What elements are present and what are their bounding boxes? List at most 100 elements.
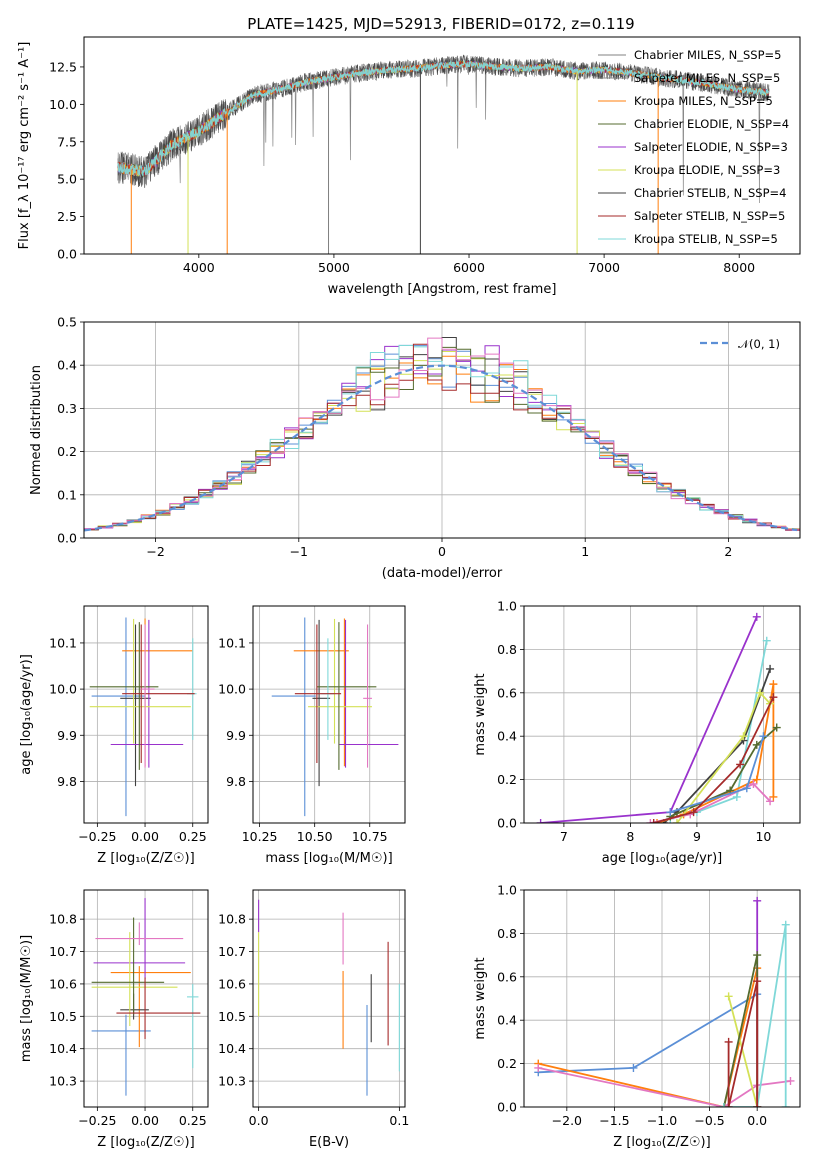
age-vs-mass-xlabel: mass [log₁₀(M/M☉)] xyxy=(265,851,392,866)
age-vs-mass-axes: 10.25 10.50 10.75 9.8 9.9 10.0 10.1 mass [log₁₀… xyxy=(218,606,405,866)
mass-weight-vs-Z-series-4 xyxy=(727,996,759,1107)
age-vs-Z-xlabel: Z [log₁₀(Z/Z☉)] xyxy=(97,851,194,866)
mass-weight-vs-age-marker-3-3 xyxy=(769,680,778,689)
mass-weight-vs-Z-series-6 xyxy=(723,924,787,1107)
residuals-ytick-label-2: 0.2 xyxy=(57,444,77,459)
legend-label-1: Salpeter MILES, N_SSP=5 xyxy=(634,71,780,85)
residuals-xlabel: (data-model)/error xyxy=(382,566,503,581)
mass-weight-vs-Z-marker-7-3 xyxy=(753,1103,762,1107)
mass-vs-EBV-xlabel: E(B-V) xyxy=(309,1135,349,1150)
mass-weight-vs-Z-xlabel: Z [log₁₀(Z/Z☉)] xyxy=(613,1135,710,1150)
mass-weight-vs-Z-ytick-label-5: 1.0 xyxy=(497,883,517,898)
spectrum-xlabel: wavelength [Angstrom, rest frame] xyxy=(328,282,557,297)
mass-weight-vs-Z-xtick-label-4: 0.0 xyxy=(747,1113,767,1128)
mass-weight-vs-age-series-8 xyxy=(653,696,775,823)
mass-weight-vs-age-marker-8-2 xyxy=(736,760,745,769)
mass-weight-vs-Z-marker-7-0 xyxy=(724,1037,733,1046)
age-vs-mass-xtick-label-0: 10.25 xyxy=(242,829,278,844)
mass-weight-vs-age-xtick-label-3: 10 xyxy=(755,829,771,844)
spectrum-title: PLATE=1425, MJD=52913, FIBERID=0172, z=0… xyxy=(247,15,634,33)
mass-weight-vs-age-marker-7-0 xyxy=(666,808,675,817)
mass-weight-vs-Z-xtick-label-1: −1.5 xyxy=(599,1113,629,1128)
legend-label-2: Kroupa MILES, N_SSP=5 xyxy=(634,94,773,108)
mass-vs-Z-ytick-label-3: 10.6 xyxy=(49,976,77,991)
residuals-ytick-label-0: 0.0 xyxy=(57,531,77,546)
mass-vs-EBV-axes: 0.0 0.1 10.3 10.4 10.5 10.6 10.7 10.8 E(B-V) xyxy=(218,890,409,1150)
mass-weight-vs-age-marker-4-3 xyxy=(766,797,775,806)
age-vs-mass-xtick-label-2: 10.75 xyxy=(352,829,388,844)
mass-weight-vs-age-ytick-label-5: 1.0 xyxy=(497,599,517,614)
spectrum-ytick-label-1: 2.5 xyxy=(57,209,77,224)
age-vs-Z-ytick-label-2: 10.0 xyxy=(49,682,77,697)
mass-weight-vs-Z-frame xyxy=(523,889,801,1108)
mass-weight-vs-age-plot-area xyxy=(536,612,781,823)
mass-weight-vs-Z-ytick-label-1: 0.2 xyxy=(497,1056,517,1071)
mass-vs-EBV-frame xyxy=(252,889,406,1108)
mass-weight-vs-age-marker-0-2 xyxy=(752,612,761,621)
mass-weight-vs-age-ytick-label-0: 0.0 xyxy=(497,816,517,831)
mass-weight-vs-Z-marker-2-3 xyxy=(786,1076,795,1085)
mass-weight-vs-age-marker-8-0 xyxy=(649,819,658,823)
mass-vs-Z-xtick-label-1: 0.00 xyxy=(131,1113,159,1128)
mass-weight-vs-Z-xtick-label-2: −1.0 xyxy=(647,1113,677,1128)
mass-weight-vs-age-series-6 xyxy=(676,691,771,823)
residuals-xtick-label-1: −1 xyxy=(290,544,308,559)
mass-weight-vs-Z-marker-0-1 xyxy=(629,1063,638,1072)
mass-weight-vs-Z-ytick-label-3: 0.6 xyxy=(497,969,517,984)
mass-weight-vs-age-marker-3-4 xyxy=(769,792,778,801)
mass-weight-vs-age-marker-1-2 xyxy=(732,792,741,801)
mass-vs-Z-frame xyxy=(83,889,209,1108)
residuals-ylabel: Normed distribution xyxy=(29,365,44,495)
spectrum-legend: Chabrier MILES, N_SSP=5 Salpeter MILES, N… xyxy=(598,48,789,246)
mass-weight-vs-Z-marker-6-2 xyxy=(781,920,790,929)
spectrum-ytick-label-5: 12.5 xyxy=(49,59,77,74)
age-vs-Z-xtick-label-1: 0.00 xyxy=(131,829,159,844)
mass-weight-vs-age-ytick-label-4: 0.8 xyxy=(497,642,517,657)
residuals-ytick-label-3: 0.3 xyxy=(57,401,77,416)
residuals-legend: 𝒩(0, 1) xyxy=(700,337,780,351)
mass-weight-vs-Z-series-7 xyxy=(727,980,759,1107)
legend-label-4: Salpeter ELODIE, N_SSP=3 xyxy=(634,140,788,154)
mass-weight-vs-age-marker-4-2 xyxy=(749,779,758,788)
legend-label-5: Kroupa ELODIE, N_SSP=3 xyxy=(634,163,780,177)
normal-legend-label: 𝒩(0, 1) xyxy=(738,337,780,351)
spectrum-plot-area xyxy=(117,54,770,254)
mass-weight-vs-age-xtick-label-0: 7 xyxy=(560,829,568,844)
mass-vs-EBV-plot-area xyxy=(258,899,400,1096)
spectrum-xtick-label-1: 5000 xyxy=(318,260,350,275)
age-vs-Z-axes: −0.25 0.00 0.25 9.8 9.9 10.0 10.1 Z [log₁₀(Z/Z☉… xyxy=(19,606,208,866)
mass-weight-vs-age-xtick-label-1: 8 xyxy=(626,829,634,844)
mass-weight-vs-Z-marker-6-3 xyxy=(781,1103,790,1107)
mass-weight-vs-Z-plot-area xyxy=(534,896,795,1107)
spectrum-xtick-label-2: 6000 xyxy=(453,260,485,275)
age-vs-Z-ytick-label-0: 9.8 xyxy=(57,774,77,789)
mass-weight-vs-Z-ytick-label-2: 0.4 xyxy=(497,1013,517,1028)
mass-vs-Z-axes: −0.25 0.00 0.25 10.3 10.4 10.5 10.6 10.7 10.8 Z [… xyxy=(19,890,208,1150)
mass-vs-Z-xtick-label-2: 0.25 xyxy=(179,1113,207,1128)
residuals-plot-area xyxy=(84,337,800,538)
mass-vs-Z-ytick-label-2: 10.5 xyxy=(49,1009,77,1024)
spectrum-ytick-label-2: 5.0 xyxy=(57,172,77,187)
mass-weight-vs-age-marker-1-3 xyxy=(762,636,771,645)
mass-weight-vs-age-frame xyxy=(523,605,801,824)
mass-weight-vs-age-ylabel: mass weight xyxy=(473,673,488,755)
spectrum-ytick-label-3: 7.5 xyxy=(57,134,77,149)
residuals-frame xyxy=(83,321,801,539)
spectrum-xtick-label-0: 4000 xyxy=(183,260,215,275)
residuals-xtick-label-4: 2 xyxy=(724,544,732,559)
mass-vs-EBV-xtick-label-0: 0.0 xyxy=(249,1113,269,1128)
mass-weight-vs-age-marker-4-0 xyxy=(646,819,655,823)
mass-vs-Z-ytick-label-5: 10.8 xyxy=(49,912,77,927)
mass-weight-vs-age-marker-8-1 xyxy=(689,808,698,817)
mass-weight-vs-age-ytick-label-3: 0.6 xyxy=(497,685,517,700)
mass-weight-vs-Z-axes: −2.0 −1.5 −1.0 −0.5 0.0 0.0 0.2 0.4 0.6 0.8 1.0 Z [… xyxy=(473,883,800,1150)
age-vs-mass-plot-area xyxy=(271,617,399,817)
mass-vs-Z-ytick-label-4: 10.7 xyxy=(49,944,77,959)
mass-weight-vs-age-marker-6-2 xyxy=(756,688,765,697)
mass-vs-EBV-ytick-label-2: 10.5 xyxy=(218,1009,246,1024)
mass-weight-vs-Z-marker-7-2 xyxy=(753,977,762,986)
mass-weight-vs-Z-series-2 xyxy=(538,1067,791,1107)
age-vs-Z-ytick-label-1: 9.9 xyxy=(57,728,77,743)
age-vs-Z-ylabel: age [log₁₀(age/yr)] xyxy=(19,654,34,775)
residuals-xtick-label-3: 1 xyxy=(581,544,589,559)
